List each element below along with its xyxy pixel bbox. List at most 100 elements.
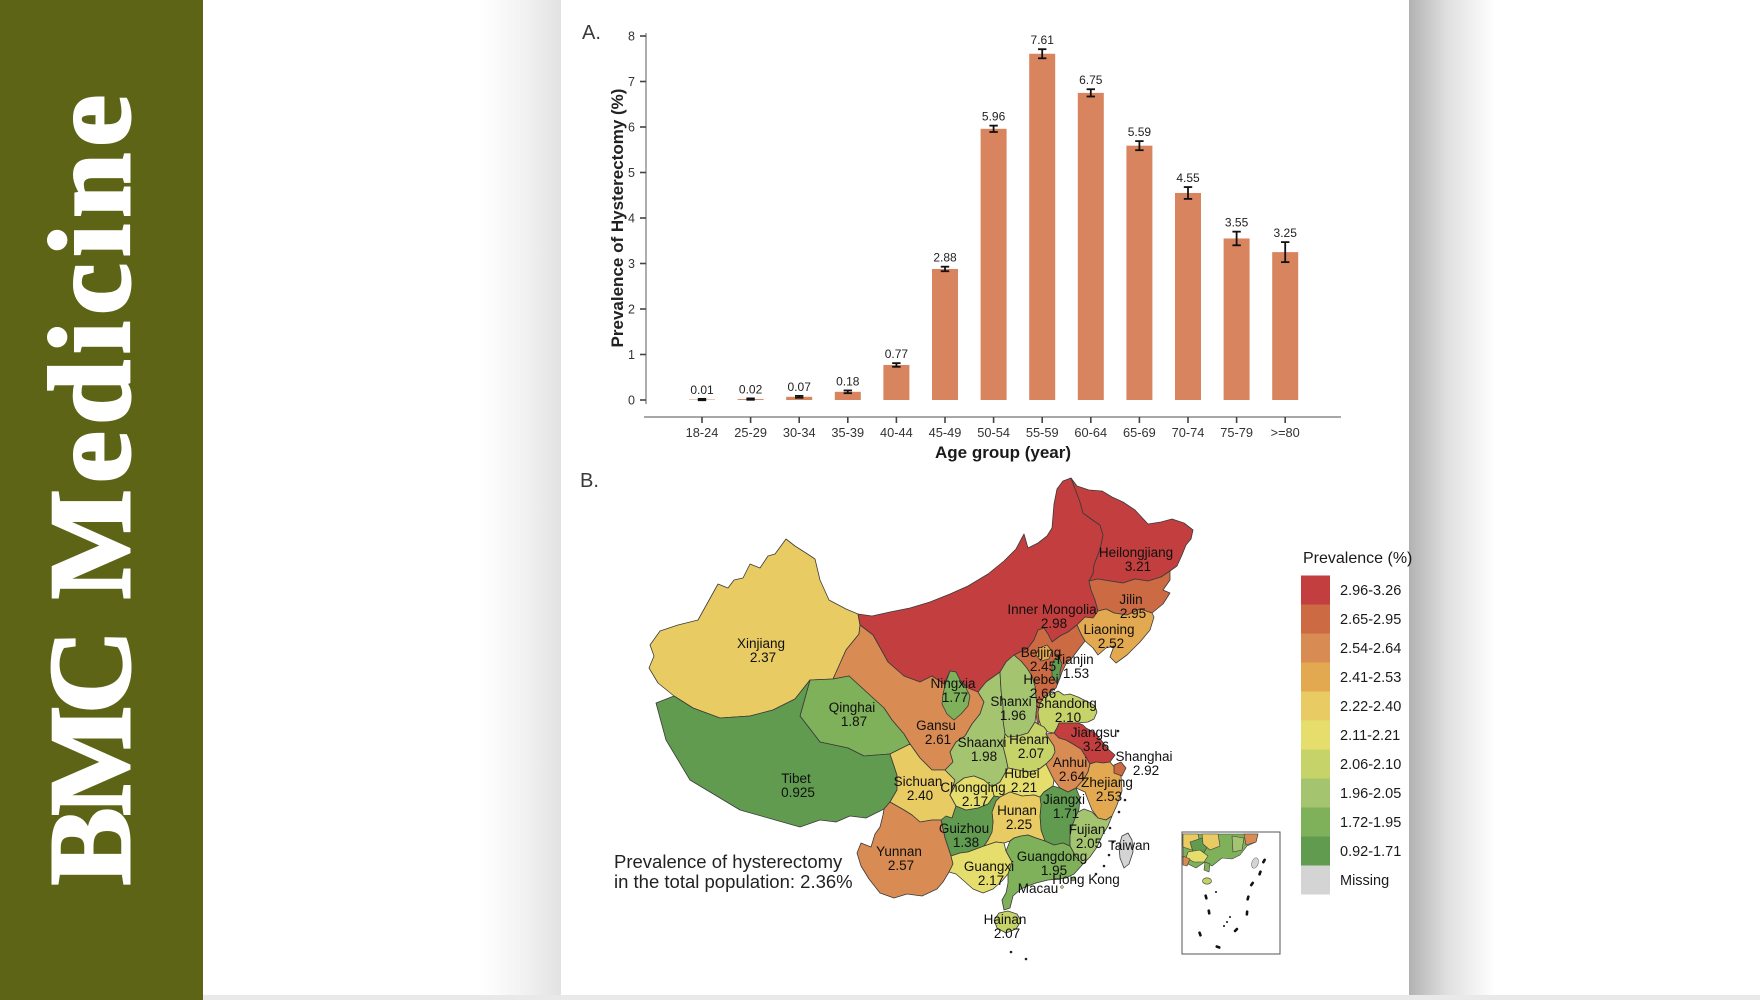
svg-text:18-24: 18-24 — [686, 425, 719, 440]
svg-text:75-79: 75-79 — [1220, 425, 1253, 440]
svg-text:Prevalence of Hysterectomy (%): Prevalence of Hysterectomy (%) — [608, 89, 627, 348]
svg-text:1.96-2.05: 1.96-2.05 — [1340, 786, 1401, 802]
svg-text:40-44: 40-44 — [880, 425, 913, 440]
svg-text:0.18: 0.18 — [836, 374, 860, 388]
svg-text:3.25: 3.25 — [1274, 226, 1298, 240]
svg-text:2: 2 — [628, 303, 635, 317]
svg-text:Tibet: Tibet — [781, 771, 811, 786]
svg-text:Hainan: Hainan — [984, 912, 1027, 927]
svg-text:6: 6 — [628, 121, 635, 135]
svg-text:3.55: 3.55 — [1225, 216, 1249, 230]
svg-text:1.53: 1.53 — [1063, 666, 1089, 681]
svg-text:1.71: 1.71 — [1053, 806, 1079, 821]
svg-text:2.17: 2.17 — [978, 873, 1004, 888]
svg-text:0: 0 — [628, 394, 635, 408]
svg-text:2.11-2.21: 2.11-2.21 — [1340, 728, 1400, 744]
svg-text:60-64: 60-64 — [1074, 425, 1107, 440]
svg-text:B.: B. — [580, 470, 599, 492]
svg-text:2.64: 2.64 — [1059, 769, 1086, 784]
svg-text:0.92-1.71: 0.92-1.71 — [1340, 844, 1401, 860]
svg-text:55-59: 55-59 — [1026, 425, 1059, 440]
svg-text:2.07: 2.07 — [994, 926, 1020, 941]
svg-text:2.25: 2.25 — [1006, 817, 1032, 832]
svg-text:Henan: Henan — [1009, 732, 1049, 747]
svg-text:Yunnan: Yunnan — [876, 844, 922, 859]
svg-text:2.07: 2.07 — [1018, 746, 1044, 761]
svg-text:45-49: 45-49 — [929, 425, 962, 440]
svg-text:70-74: 70-74 — [1172, 425, 1205, 440]
svg-text:Medicine: Medicine — [27, 95, 155, 599]
svg-text:Hong Kong: Hong Kong — [1052, 872, 1120, 887]
svg-text:2.65-2.95: 2.65-2.95 — [1340, 612, 1401, 628]
svg-text:Shaanxi: Shaanxi — [958, 735, 1007, 750]
svg-text:0.07: 0.07 — [788, 380, 812, 394]
svg-text:2.45: 2.45 — [1030, 659, 1056, 674]
svg-text:Chongqing: Chongqing — [940, 780, 1005, 795]
svg-text:7: 7 — [628, 75, 635, 89]
svg-text:0.01: 0.01 — [690, 383, 714, 397]
svg-text:65-69: 65-69 — [1123, 425, 1156, 440]
svg-text:2.57: 2.57 — [888, 858, 914, 873]
svg-text:Anhui: Anhui — [1053, 755, 1088, 770]
svg-text:1.98: 1.98 — [971, 749, 997, 764]
svg-text:1.96: 1.96 — [1000, 708, 1026, 723]
svg-text:Hubei: Hubei — [1004, 766, 1039, 781]
svg-text:5.59: 5.59 — [1128, 125, 1152, 139]
svg-text:1: 1 — [628, 348, 635, 362]
svg-text:Age group (year): Age group (year) — [935, 443, 1071, 462]
svg-text:Sichuan: Sichuan — [894, 774, 943, 789]
svg-text:in the total population: 2.36%: in the total population: 2.36% — [614, 871, 853, 892]
svg-text:1.95: 1.95 — [1041, 863, 1067, 878]
svg-text:1.77: 1.77 — [942, 690, 968, 705]
svg-text:Prevalence (%): Prevalence (%) — [1303, 550, 1412, 567]
svg-text:2.96-3.26: 2.96-3.26 — [1340, 583, 1401, 599]
svg-text:2.37: 2.37 — [750, 650, 776, 665]
svg-text:3.21: 3.21 — [1125, 559, 1151, 574]
svg-text:5: 5 — [628, 166, 635, 180]
svg-text:Hebei: Hebei — [1023, 672, 1058, 687]
svg-text:2.52: 2.52 — [1098, 636, 1124, 651]
svg-text:Liaoning: Liaoning — [1083, 622, 1134, 637]
svg-text:Tianjin: Tianjin — [1054, 652, 1093, 667]
svg-text:4: 4 — [628, 212, 635, 226]
svg-text:Shanghai: Shanghai — [1115, 749, 1172, 764]
svg-text:2.21: 2.21 — [1011, 780, 1037, 795]
svg-text:2.22-2.40: 2.22-2.40 — [1340, 699, 1401, 715]
svg-text:Heilongjiang: Heilongjiang — [1099, 545, 1173, 560]
svg-text:30-34: 30-34 — [783, 425, 816, 440]
svg-text:2.98: 2.98 — [1041, 616, 1067, 631]
svg-text:Inner Mongolia: Inner Mongolia — [1007, 602, 1097, 617]
svg-text:Jilin: Jilin — [1119, 592, 1142, 607]
svg-text:6.75: 6.75 — [1079, 73, 1103, 87]
svg-text:2.88: 2.88 — [933, 251, 957, 265]
svg-text:2.53: 2.53 — [1096, 789, 1122, 804]
svg-text:2.95: 2.95 — [1120, 606, 1146, 621]
svg-text:Hunan: Hunan — [997, 803, 1037, 818]
svg-text:5.96: 5.96 — [982, 110, 1006, 124]
svg-text:2.61: 2.61 — [925, 732, 951, 747]
svg-text:Guizhou: Guizhou — [939, 821, 989, 836]
svg-text:Prevalence of hysterectomy: Prevalence of hysterectomy — [614, 851, 843, 872]
svg-text:1.87: 1.87 — [841, 714, 867, 729]
svg-text:Ningxia: Ningxia — [930, 676, 976, 691]
svg-text:4.55: 4.55 — [1176, 171, 1200, 185]
svg-text:Xinjiang: Xinjiang — [737, 636, 785, 651]
svg-text:Qinghai: Qinghai — [829, 700, 876, 715]
svg-text:>=80: >=80 — [1271, 425, 1300, 440]
svg-text:1.72-1.95: 1.72-1.95 — [1340, 815, 1401, 831]
svg-text:2.41-2.53: 2.41-2.53 — [1340, 670, 1401, 686]
svg-text:35-39: 35-39 — [831, 425, 864, 440]
svg-text:Jiangxi: Jiangxi — [1043, 792, 1085, 807]
svg-text:BMC: BMC — [27, 630, 155, 885]
svg-text:2.06-2.10: 2.06-2.10 — [1340, 757, 1401, 773]
svg-text:2.17: 2.17 — [962, 794, 988, 809]
svg-text:1.38: 1.38 — [953, 835, 979, 850]
svg-text:0.925: 0.925 — [781, 785, 815, 800]
svg-text:3: 3 — [628, 257, 635, 271]
svg-text:25-29: 25-29 — [734, 425, 767, 440]
svg-text:3.26: 3.26 — [1083, 739, 1109, 754]
svg-text:A.: A. — [582, 22, 601, 44]
svg-text:Guangdong: Guangdong — [1017, 849, 1088, 864]
svg-text:Beijing: Beijing — [1021, 645, 1062, 660]
svg-text:Fujian: Fujian — [1069, 822, 1106, 837]
